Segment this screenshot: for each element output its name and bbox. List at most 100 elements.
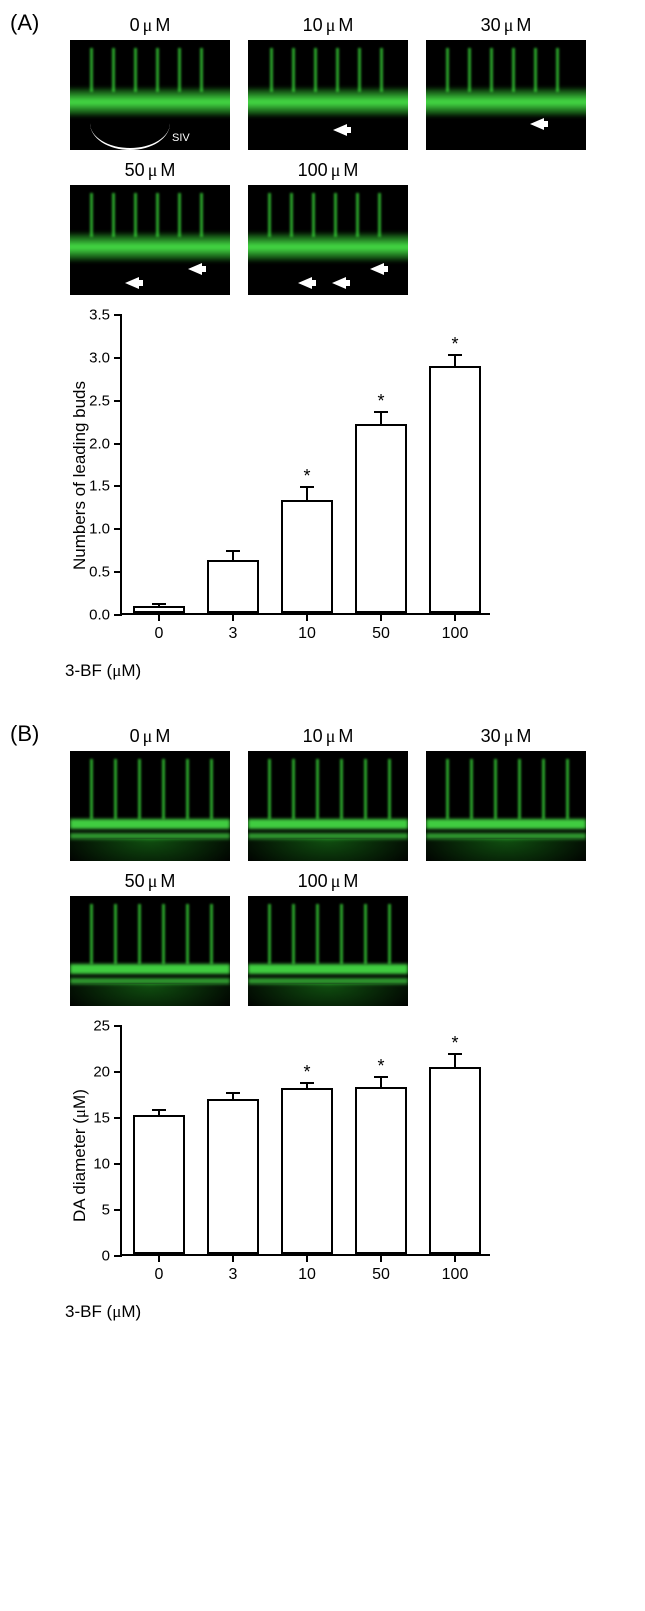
- arrow-icon: [125, 277, 139, 289]
- unit-m: M: [343, 871, 358, 892]
- xtick-label: 100: [442, 1266, 469, 1284]
- ytick-label: 5: [102, 1202, 110, 1219]
- micrograph-image: [70, 896, 230, 1006]
- micrograph-b-1-label: 10 μM: [248, 726, 408, 747]
- unit-mu: μ: [331, 871, 341, 892]
- ytick-label: 0: [102, 1248, 110, 1265]
- ytick-label: 3.5: [89, 307, 110, 324]
- bar: [207, 560, 259, 613]
- micrograph-image: [248, 896, 408, 1006]
- micrograph-b-2: 30 μM: [426, 726, 586, 861]
- micrograph-a-1: 10 μM: [248, 15, 408, 150]
- micrograph-a-3-label: 50 μM: [70, 160, 230, 181]
- ytick-label: 0.5: [89, 564, 110, 581]
- siv-arc: [90, 110, 170, 150]
- micrograph-a-3: 50 μM: [70, 160, 230, 295]
- bar: [281, 500, 333, 613]
- panel-a-micro-row-1: 0 μM SIV 10 μM: [70, 15, 645, 150]
- panel-b-micro-row-2: 50 μM 100 μM: [70, 871, 645, 1006]
- conc-value: 0: [130, 726, 140, 747]
- bar: [207, 1099, 259, 1254]
- unit-m: M: [160, 871, 175, 892]
- figure: (A) 0 μM SIV 10 μM: [0, 10, 645, 1322]
- micrograph-image: [248, 185, 408, 295]
- significance-marker: *: [377, 1056, 384, 1077]
- ytick-label: 0.0: [89, 607, 110, 624]
- significance-marker: *: [451, 334, 458, 355]
- panel-b-chart: 05101520250310*50*100*DA diameter (μM): [120, 1026, 490, 1256]
- micrograph-a-0: 0 μM SIV: [70, 15, 230, 150]
- arrow-icon: [333, 124, 347, 136]
- micrograph-image: [426, 751, 586, 861]
- unit-mu: μ: [504, 726, 514, 747]
- conc-value: 50: [125, 160, 145, 181]
- unit-m: M: [343, 160, 358, 181]
- bar: [429, 1067, 481, 1254]
- unit-m: M: [516, 726, 531, 747]
- ytick-label: 3.0: [89, 349, 110, 366]
- arrow-icon: [530, 118, 544, 130]
- micrograph-image: SIV: [70, 40, 230, 150]
- micrograph-a-1-label: 10 μM: [248, 15, 408, 36]
- unit-m: M: [338, 726, 353, 747]
- unit-mu: μ: [326, 15, 336, 36]
- micrograph-b-0-label: 0 μM: [70, 726, 230, 747]
- micrograph-b-4-label: 100 μM: [248, 871, 408, 892]
- unit-mu: μ: [143, 15, 153, 36]
- ytick-label: 25: [93, 1018, 110, 1035]
- xtick-label: 10: [298, 625, 316, 643]
- bar: [355, 424, 407, 613]
- panel-b-xaxis-label: 3-BF (μM): [65, 1302, 645, 1322]
- micrograph-a-4-label: 100 μM: [248, 160, 408, 181]
- significance-marker: *: [303, 1062, 310, 1083]
- xtick-label: 50: [372, 625, 390, 643]
- ytick-label: 2.5: [89, 392, 110, 409]
- unit-m: M: [155, 726, 170, 747]
- conc-value: 30: [481, 726, 501, 747]
- xlabel-suffix: M): [121, 1302, 141, 1322]
- conc-value: 100: [298, 871, 328, 892]
- panel-b: (B) 0 μM 10 μM: [0, 721, 645, 1322]
- micrograph-image: [70, 185, 230, 295]
- micrograph-b-0: 0 μM: [70, 726, 230, 861]
- panel-a-micro-row-2: 50 μM 100 μM: [70, 160, 645, 295]
- xlabel-prefix: 3-BF (: [65, 1302, 112, 1322]
- panel-a-chart-wrap: 0.00.51.01.52.02.53.03.50310*50*100*Numb…: [120, 315, 645, 681]
- significance-marker: *: [451, 1033, 458, 1054]
- unit-mu: μ: [148, 871, 158, 892]
- unit-mu: μ: [143, 726, 153, 747]
- arrow-icon: [370, 263, 384, 275]
- xtick-label: 50: [372, 1266, 390, 1284]
- micrograph-image: [248, 751, 408, 861]
- unit-m: M: [516, 15, 531, 36]
- xtick-label: 0: [155, 625, 164, 643]
- panel-a-chart: 0.00.51.01.52.02.53.03.50310*50*100*Numb…: [120, 315, 490, 615]
- micrograph-b-3: 50 μM: [70, 871, 230, 1006]
- micrograph-a-0-label: 0 μM: [70, 15, 230, 36]
- xtick-label: 3: [229, 625, 238, 643]
- micrograph-a-2-label: 30 μM: [426, 15, 586, 36]
- unit-mu: μ: [504, 15, 514, 36]
- panel-b-micro-row-1: 0 μM 10 μM 30: [70, 726, 645, 861]
- xtick-label: 0: [155, 1266, 164, 1284]
- unit-mu: μ: [148, 160, 158, 181]
- ytick-label: 1.0: [89, 521, 110, 538]
- significance-marker: *: [377, 391, 384, 412]
- micrograph-b-2-label: 30 μM: [426, 726, 586, 747]
- panel-a-xaxis-label: 3-BF (μM): [65, 661, 645, 681]
- ytick-label: 1.5: [89, 478, 110, 495]
- unit-mu: μ: [331, 160, 341, 181]
- micrograph-b-4: 100 μM: [248, 871, 408, 1006]
- xtick-label: 100: [442, 625, 469, 643]
- conc-value: 10: [303, 15, 323, 36]
- ytick-label: 10: [93, 1156, 110, 1173]
- conc-value: 0: [130, 15, 140, 36]
- bar: [281, 1088, 333, 1254]
- micrograph-b-1: 10 μM: [248, 726, 408, 861]
- ytick-label: 2.0: [89, 435, 110, 452]
- panel-b-label: (B): [10, 721, 39, 747]
- panel-a-label: (A): [10, 10, 39, 36]
- arrow-icon: [188, 263, 202, 275]
- conc-value: 10: [303, 726, 323, 747]
- unit-mu: μ: [326, 726, 336, 747]
